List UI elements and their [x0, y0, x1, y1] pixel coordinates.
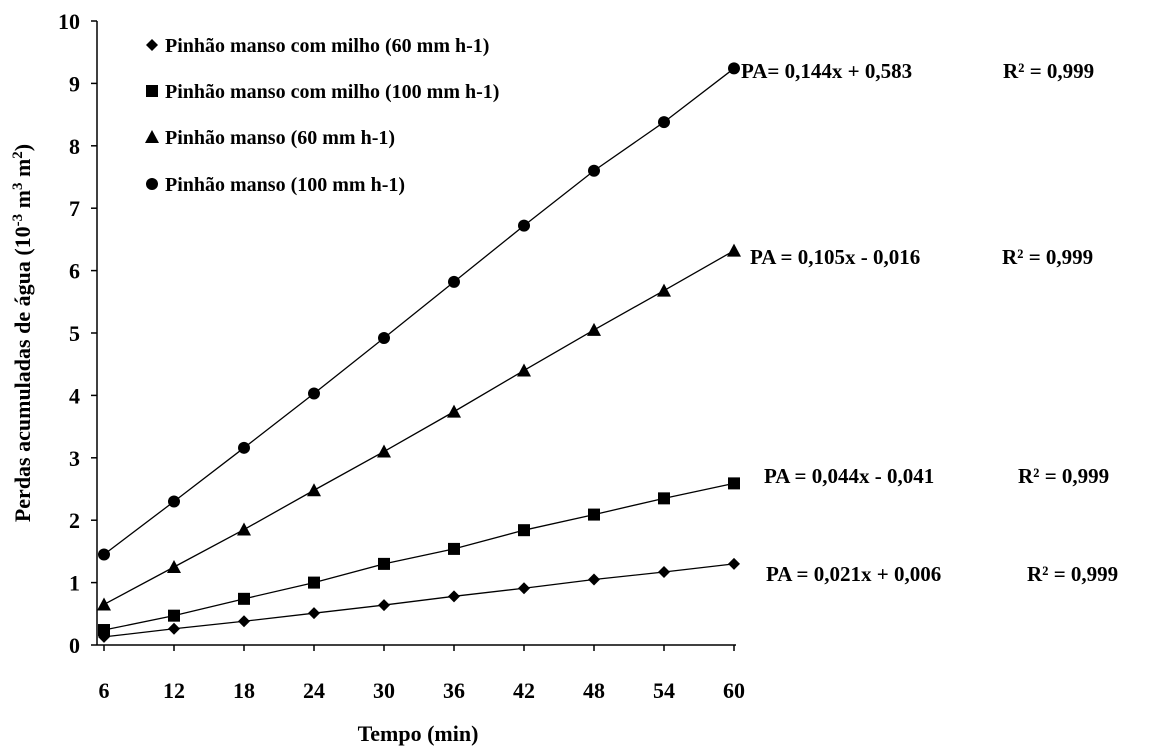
x-tick-label: 18 — [233, 678, 255, 703]
data-point-square — [728, 477, 740, 490]
data-point-circle — [518, 219, 530, 232]
data-point-triangle — [727, 243, 741, 257]
data-point-circle — [448, 275, 460, 288]
series-line-triangle — [103, 250, 735, 606]
data-point-square — [98, 624, 110, 637]
regression-equation: PA= 0,144x + 0,583 — [741, 59, 912, 83]
data-point-diamond — [448, 590, 460, 603]
data-point-square — [518, 524, 530, 537]
regression-equation: PA = 0,044x - 0,041 — [764, 464, 934, 488]
equations: PA = 0,021x + 0,006 R² = 0,999 PA = 0,044x… — [741, 59, 1118, 586]
data-point-triangle — [307, 483, 321, 497]
legend-label: Pinhão manso com milho (100 mm h-1) — [165, 81, 499, 103]
data-point-circle — [98, 548, 110, 561]
series-line-diamond — [103, 563, 735, 638]
legend-label: Pinhão manso com milho (60 mm h-1) — [165, 35, 489, 57]
x-tick-label: 30 — [373, 678, 395, 703]
x-tick-label: 36 — [443, 678, 465, 703]
data-point-circle — [168, 495, 180, 508]
data-point-circle — [588, 164, 600, 177]
data-point-circle — [728, 62, 740, 75]
regression-equation: PA = 0,021x + 0,006 — [766, 562, 941, 586]
x-tick-label: 42 — [513, 678, 535, 703]
data-point-square — [308, 576, 320, 589]
data-point-diamond — [658, 565, 670, 578]
y-tick-label: 2 — [69, 508, 80, 533]
x-tick-label: 60 — [723, 678, 745, 703]
y-tick-label: 10 — [58, 9, 80, 34]
legend-marker-diamond — [146, 39, 158, 51]
data-point-diamond — [728, 557, 740, 570]
r-squared-label: R² = 0,999 — [1003, 59, 1094, 83]
legend-label: Pinhão manso (100 mm h-1) — [165, 174, 405, 196]
series-line-square — [103, 482, 735, 631]
r-squared-label: R² = 0,999 — [1002, 245, 1093, 269]
data-point-diamond — [308, 607, 320, 620]
data-point-triangle — [447, 404, 461, 418]
y-tick-label: 3 — [69, 446, 80, 471]
x-tick-label: 24 — [303, 678, 325, 703]
x-tick-label: 6 — [99, 678, 110, 703]
data-point-circle — [378, 331, 390, 344]
data-point-triangle — [587, 322, 601, 336]
legend: Pinhão manso com milho (60 mm h-1) Pinhão… — [145, 35, 499, 196]
y-axis-title-mid2: m — [10, 159, 35, 183]
series-markers — [97, 62, 741, 643]
legend-label: Pinhão manso (60 mm h-1) — [165, 127, 395, 149]
data-point-triangle — [97, 597, 111, 611]
x-tick-label: 54 — [653, 678, 675, 703]
y-tick-label: 9 — [69, 71, 80, 96]
x-tick-label: 48 — [583, 678, 605, 703]
data-point-circle — [658, 116, 670, 129]
y-axis-title-end: ) — [10, 144, 35, 151]
data-point-circle — [238, 441, 250, 454]
data-point-square — [448, 542, 460, 555]
series-line-circle — [103, 67, 735, 556]
y-tick-label: 4 — [69, 383, 80, 408]
data-point-triangle — [167, 560, 181, 573]
regression-equation: PA = 0,105x - 0,016 — [750, 245, 920, 269]
r-squared-label: R² = 0,999 — [1027, 562, 1118, 586]
data-point-triangle — [237, 522, 251, 536]
y-tick-label: 8 — [69, 134, 80, 159]
data-point-triangle — [377, 444, 391, 458]
y-tick-label: 1 — [69, 571, 80, 596]
data-point-diamond — [588, 573, 600, 586]
data-point-square — [168, 609, 180, 622]
y-axis-title: Perdas acumuladas de água (10-3 m3 m2) — [10, 144, 35, 522]
data-point-square — [238, 592, 250, 605]
data-point-circle — [308, 387, 320, 400]
y-axis-title-mid: m — [10, 190, 35, 214]
data-point-diamond — [518, 582, 530, 595]
y-tick-label: 6 — [69, 259, 80, 284]
x-axis-title: Tempo (min) — [358, 721, 479, 746]
legend-marker-triangle — [145, 130, 159, 143]
data-point-diamond — [238, 615, 250, 628]
legend-marker-square — [146, 85, 158, 97]
y-axis-title-sup1: -3 — [10, 214, 26, 227]
y-axis-title-main: Perdas acumuladas de água (10 — [10, 226, 35, 522]
y-tick-label: 7 — [69, 196, 80, 221]
data-point-square — [378, 557, 390, 570]
x-tick-label: 12 — [163, 678, 185, 703]
y-tick-label: 5 — [69, 321, 80, 346]
y-tick-label: 0 — [69, 633, 80, 658]
data-point-triangle — [657, 283, 671, 297]
data-point-diamond — [378, 599, 390, 612]
legend-marker-circle — [146, 178, 158, 190]
series-lines — [103, 67, 735, 638]
data-point-diamond — [168, 622, 180, 635]
data-point-square — [658, 492, 670, 505]
y-axis-title-sup2: 3 — [10, 183, 26, 191]
data-point-triangle — [517, 363, 531, 377]
y-axis-title-sup3: 2 — [10, 151, 26, 159]
data-point-square — [588, 508, 600, 521]
r-squared-label: R² = 0,999 — [1018, 464, 1109, 488]
